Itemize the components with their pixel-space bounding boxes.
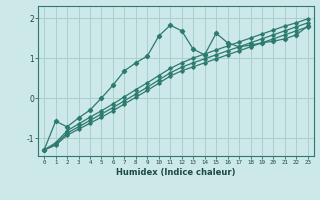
X-axis label: Humidex (Indice chaleur): Humidex (Indice chaleur) <box>116 168 236 177</box>
